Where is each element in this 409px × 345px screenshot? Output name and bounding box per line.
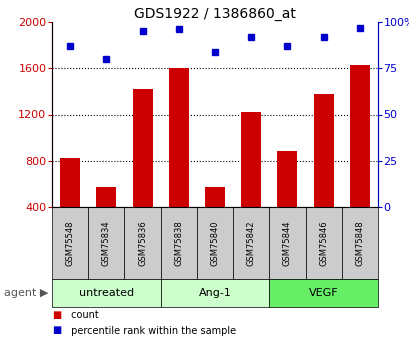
Bar xyxy=(305,207,341,279)
Text: count: count xyxy=(68,310,99,320)
Text: GSM75838: GSM75838 xyxy=(174,220,183,266)
Title: GDS1922 / 1386860_at: GDS1922 / 1386860_at xyxy=(134,7,295,21)
Bar xyxy=(124,207,160,279)
Text: VEGF: VEGF xyxy=(308,288,338,298)
Text: GSM75848: GSM75848 xyxy=(355,220,364,266)
Bar xyxy=(96,187,116,207)
Text: ■: ■ xyxy=(52,310,61,320)
Bar xyxy=(233,207,269,279)
Bar xyxy=(277,151,297,207)
Bar xyxy=(160,207,196,279)
Text: GSM75834: GSM75834 xyxy=(101,220,110,266)
Bar xyxy=(160,279,269,307)
Bar xyxy=(60,158,80,207)
Text: GSM75548: GSM75548 xyxy=(65,220,74,266)
Text: GSM75840: GSM75840 xyxy=(210,220,219,266)
Text: percentile rank within the sample: percentile rank within the sample xyxy=(68,325,236,335)
Bar xyxy=(269,279,377,307)
Text: GSM75836: GSM75836 xyxy=(138,220,147,266)
Text: untreated: untreated xyxy=(79,288,134,298)
Text: GSM75844: GSM75844 xyxy=(282,220,291,266)
Bar xyxy=(52,207,88,279)
Text: Ang-1: Ang-1 xyxy=(198,288,231,298)
Bar xyxy=(269,207,305,279)
Bar xyxy=(52,279,160,307)
Text: GSM75842: GSM75842 xyxy=(246,220,255,266)
Bar xyxy=(196,207,233,279)
Bar xyxy=(349,65,369,207)
Bar xyxy=(132,89,152,207)
Text: GSM75846: GSM75846 xyxy=(318,220,327,266)
Bar xyxy=(204,187,225,207)
Bar xyxy=(169,68,188,207)
Bar xyxy=(313,94,333,207)
Bar xyxy=(88,207,124,279)
Bar xyxy=(341,207,377,279)
Text: agent ▶: agent ▶ xyxy=(4,288,48,298)
Bar xyxy=(240,112,261,207)
Text: ■: ■ xyxy=(52,325,61,335)
